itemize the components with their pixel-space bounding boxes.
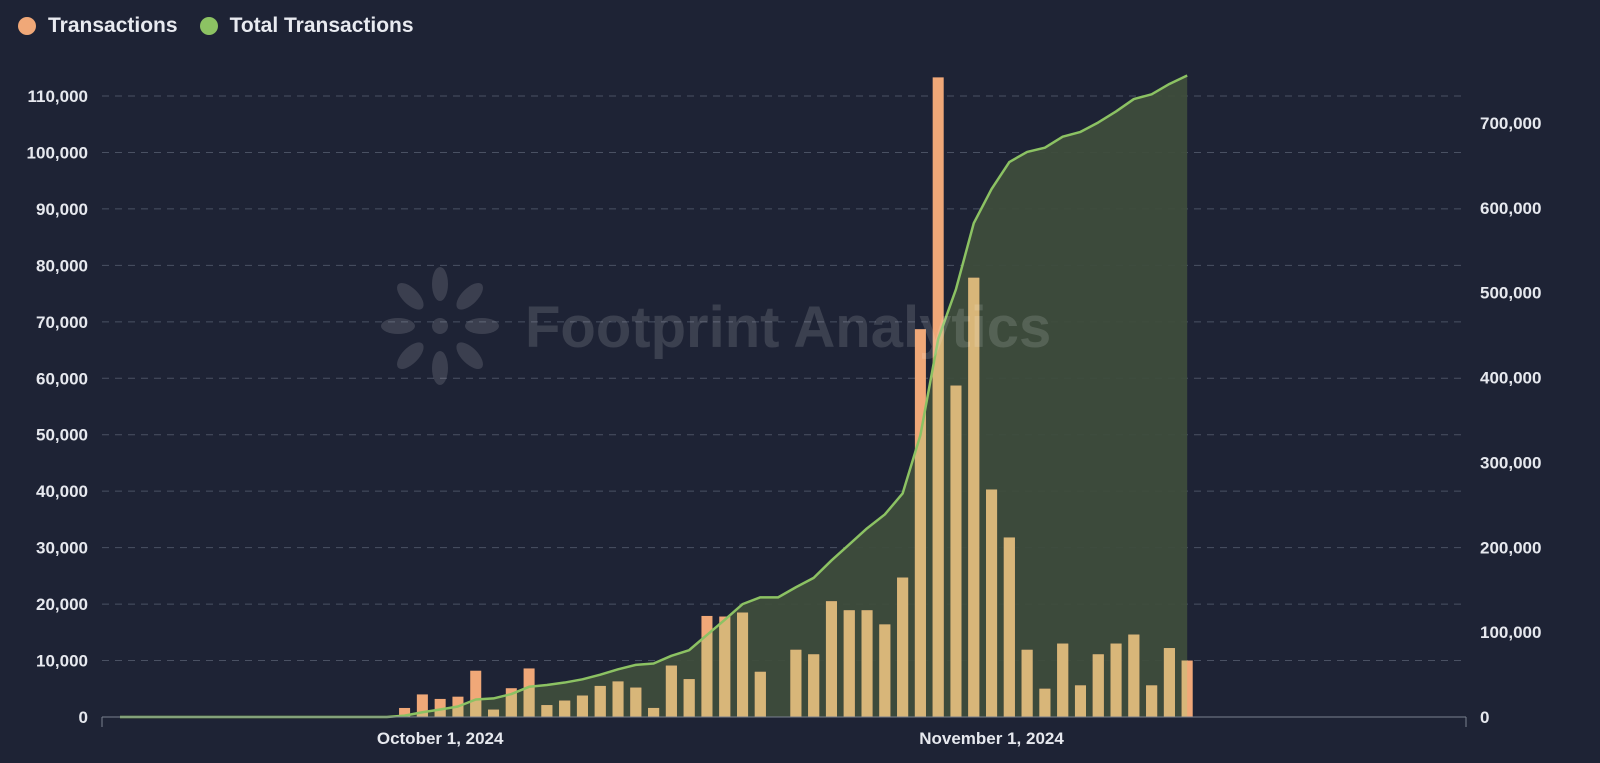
watermark-petal	[381, 318, 415, 334]
transactions-bar-overlay	[541, 705, 553, 717]
transactions-bar	[434, 698, 446, 717]
y-left-tick-label: 100,000	[27, 143, 88, 162]
transactions-bar-overlay	[683, 679, 695, 717]
line-layer	[120, 74, 1188, 719]
transactions-bar-overlay	[790, 649, 802, 717]
y-left-tick-label: 90,000	[36, 200, 88, 219]
footprint-logo-icon	[381, 267, 499, 385]
transactions-bar-overlay	[914, 329, 926, 717]
transactions-bar-overlay	[950, 385, 962, 717]
transactions-bar	[416, 694, 428, 717]
watermark-petal	[432, 267, 448, 301]
y-left-tick-label: 30,000	[36, 539, 88, 558]
x-tick-label: November 1, 2024	[919, 729, 1064, 748]
transactions-bar-overlay	[559, 700, 571, 717]
transactions-bar-overlay	[808, 654, 820, 717]
total-transactions-area	[120, 75, 1188, 718]
transactions-bar-overlay	[505, 688, 517, 717]
legend-item-total-transactions[interactable]: Total Transactions	[199, 14, 414, 38]
transactions-bar-overlay	[1003, 537, 1015, 717]
transactions-bar-overlay	[1021, 649, 1033, 717]
y-right-tick-label: 600,000	[1480, 199, 1541, 218]
transactions-bar-overlay	[648, 707, 660, 717]
y-left-tick-label: 70,000	[36, 313, 88, 332]
transactions-bar-overlay	[968, 277, 980, 717]
transactions-bar-overlay	[879, 624, 891, 717]
legend-dot-total-transactions	[199, 17, 218, 35]
transactions-bar-overlay	[665, 665, 677, 717]
y-right-tick-label: 500,000	[1480, 284, 1541, 303]
watermark-petal	[432, 351, 448, 385]
transactions-bar-overlay	[1110, 643, 1122, 717]
watermark-text: Footprint Analytics	[525, 295, 1051, 360]
y-left-tick-label: 80,000	[36, 256, 88, 275]
transactions-bar-overlay	[825, 601, 837, 717]
transactions-bar-overlay	[612, 681, 624, 717]
watermark-petal	[397, 283, 424, 310]
transactions-bar	[399, 707, 411, 717]
transactions-bar-overlay	[1181, 660, 1188, 717]
transactions-bar-overlay	[594, 685, 606, 717]
transactions-bar-overlay	[986, 489, 998, 717]
transactions-bar-overlay	[701, 615, 713, 717]
chart-legend: Transactions Total Transactions	[18, 14, 414, 38]
legend-label-transactions: Transactions	[48, 14, 178, 37]
watermark-petal	[465, 318, 499, 334]
transactions-bar-overlay	[630, 687, 642, 717]
watermark: Footprint Analytics	[381, 267, 1051, 385]
y-right-tick-label: 700,000	[1480, 114, 1541, 133]
transactions-bar-overlay	[488, 709, 500, 717]
transactions-bar-overlay	[1057, 643, 1069, 717]
watermark-petal	[456, 342, 483, 369]
legend-dot-transactions	[18, 17, 36, 35]
transactions-bar-overlay	[576, 695, 588, 717]
watermark-center	[432, 318, 448, 334]
transactions-bar	[470, 670, 482, 717]
y-left-tick-label: 110,000	[27, 87, 88, 106]
y-left-tick-label: 10,000	[36, 652, 88, 671]
y-right-tick-label: 0	[1480, 708, 1489, 727]
y-left-tick-label: 0	[79, 708, 88, 727]
legend-label-total-transactions: Total Transactions	[229, 14, 414, 37]
transactions-bar-overlay	[1128, 634, 1140, 717]
transactions-bar-overlay	[897, 577, 909, 717]
transactions-bar-overlay	[719, 616, 731, 717]
y-right-tick-label: 300,000	[1480, 453, 1541, 472]
y-left-tick-label: 20,000	[36, 595, 88, 614]
transactions-bar-overlay	[523, 668, 535, 717]
transactions-bar-overlay	[1163, 648, 1175, 717]
y-right-tick-label: 100,000	[1480, 623, 1541, 642]
y-left-tick-label: 40,000	[36, 482, 88, 501]
transactions-bar-overlay	[843, 610, 855, 717]
y-left-tick-label: 60,000	[36, 369, 88, 388]
total-transactions-line	[120, 74, 1188, 719]
axes-layer: 0 10,000 20,000 30,000 40,000 50,000 60,000 70,…	[27, 87, 1542, 748]
bars-over-area-layer	[399, 77, 1188, 718]
legend-item-transactions[interactable]: Transactions	[18, 14, 178, 38]
area-layer	[120, 75, 1188, 718]
y-left-tick-label: 50,000	[36, 426, 88, 445]
transactions-bar-overlay	[754, 671, 766, 717]
transactions-bar-overlay	[1074, 685, 1086, 717]
transactions-bar-overlay	[861, 610, 873, 717]
transactions-bar-overlay	[1092, 654, 1104, 717]
x-tick-label: October 1, 2024	[377, 729, 504, 748]
transactions-bar-overlay	[932, 77, 944, 718]
y-right-tick-label: 200,000	[1480, 538, 1541, 557]
transactions-bar-overlay	[1039, 688, 1051, 717]
transactions-bar-overlay	[1146, 685, 1158, 717]
grid-layer	[102, 95, 1466, 662]
watermark-petal	[397, 342, 424, 369]
watermark-petal	[456, 283, 483, 310]
transactions-bar-overlay	[737, 612, 749, 717]
y-right-tick-label: 400,000	[1480, 369, 1541, 388]
